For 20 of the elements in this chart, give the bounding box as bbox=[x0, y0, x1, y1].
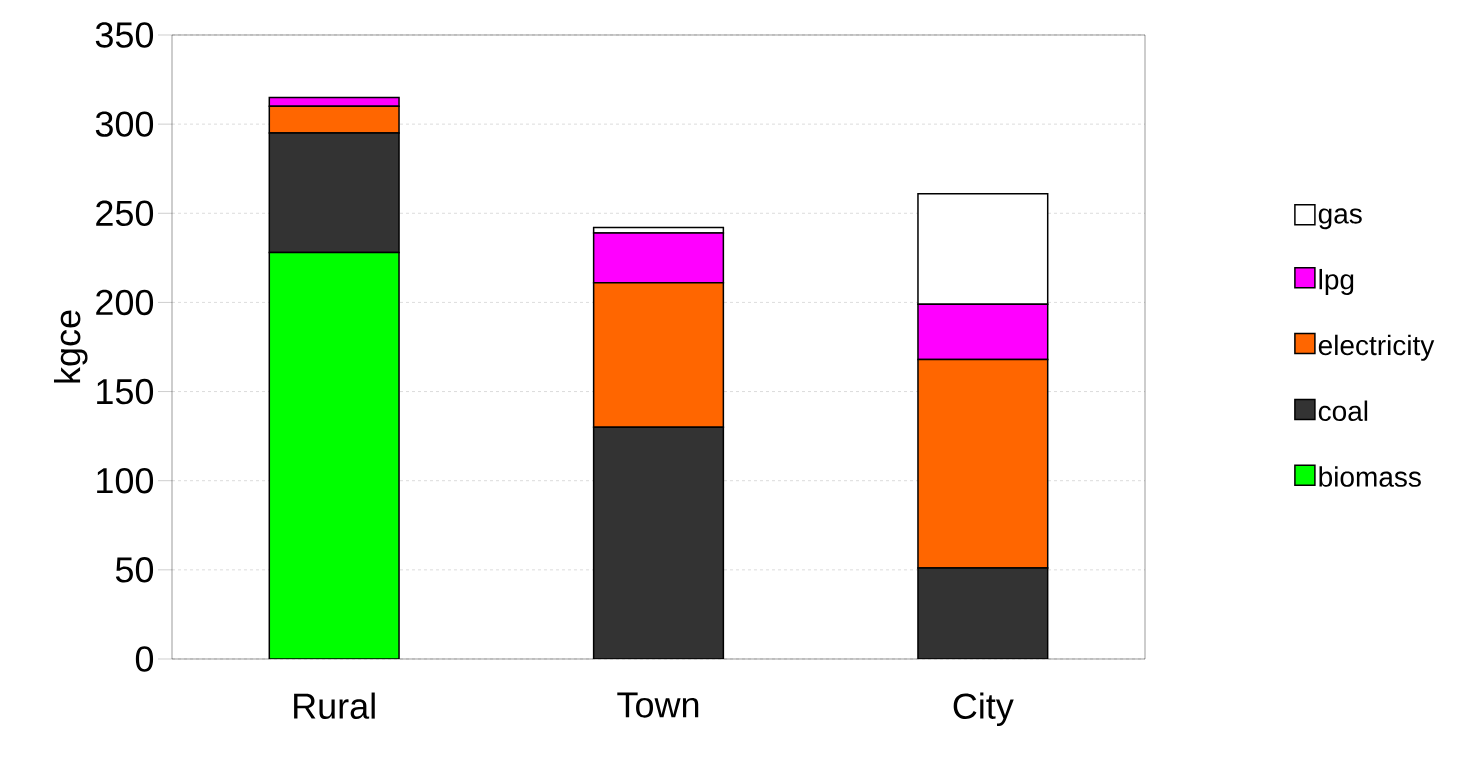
legend-label: electricity bbox=[1318, 334, 1435, 361]
y-axis-title: kgce bbox=[53, 310, 88, 383]
y-tick-label: 350 bbox=[95, 22, 154, 48]
y-tick-label: 50 bbox=[115, 557, 154, 583]
bar bbox=[917, 567, 1049, 659]
y-tick-label: 250 bbox=[96, 200, 154, 227]
x-tick-label: Rural bbox=[294, 692, 375, 719]
legend-label: lpg bbox=[1319, 268, 1354, 296]
legend-label: biomass bbox=[1319, 466, 1421, 487]
y-tick-label: 150 bbox=[97, 378, 154, 405]
y-tick-label: 0 bbox=[135, 646, 154, 672]
bar bbox=[268, 132, 400, 254]
x-tick-label: Town bbox=[617, 692, 699, 718]
y-tick-label: 200 bbox=[96, 289, 154, 316]
y-tick-label: 100 bbox=[97, 467, 154, 494]
y-tick-label: 300 bbox=[95, 111, 154, 137]
bar bbox=[592, 426, 725, 659]
legend-label: gas bbox=[1318, 208, 1362, 230]
legend-label: coal bbox=[1318, 400, 1368, 422]
x-tick-label: City bbox=[953, 692, 1014, 727]
